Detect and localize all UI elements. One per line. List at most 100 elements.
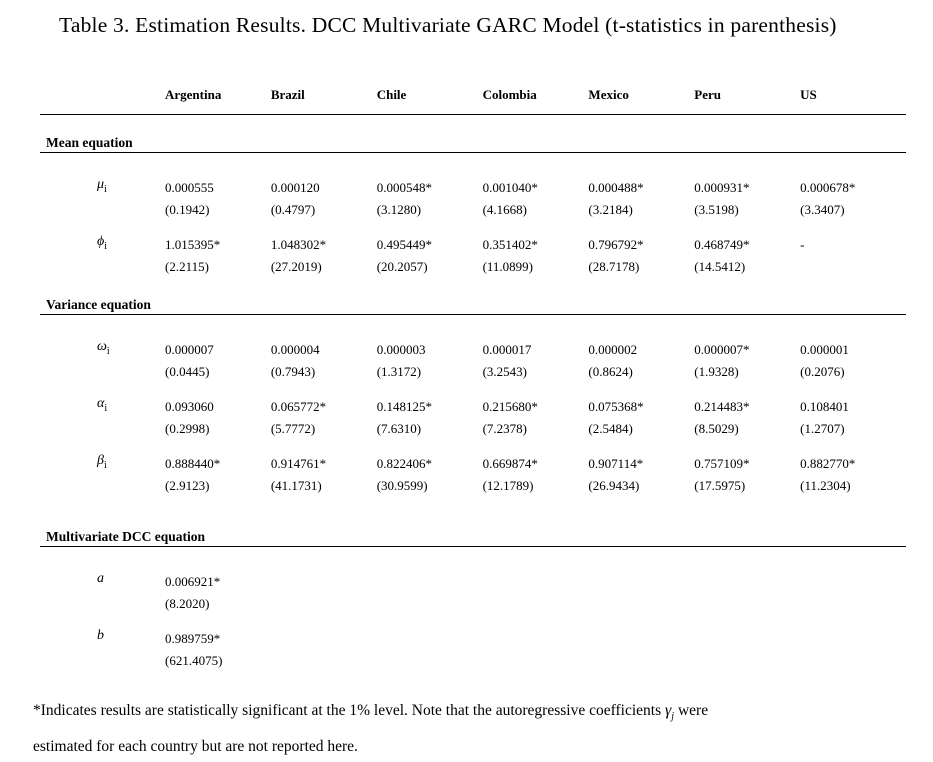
coefficient-value: 0.215680* (482, 399, 538, 414)
t-statistic (694, 593, 800, 615)
t-statistic: (20.2057) (376, 259, 428, 274)
estimate-cell: 0.215680* (7.2378) (483, 396, 589, 440)
coefficient-value: 0.065772* (270, 399, 327, 414)
estimate-cell: 0.093060 (0.2998) (165, 396, 271, 440)
t-statistic: (17.5975) (694, 478, 746, 493)
coefficient-value: 0.006921* (165, 574, 221, 589)
coefficient-value: 0.822406* (376, 456, 432, 471)
coefficient-value (377, 571, 483, 593)
coefficient-value: 0.000003 (376, 342, 426, 357)
footnote: *Indicates results are statistically sig… (33, 696, 907, 762)
coefficient-value: 0.001040* (482, 180, 538, 195)
parameter-symbol-alpha: αi (97, 396, 108, 414)
estimate-cell (377, 628, 483, 672)
coefficient-value: - (800, 237, 805, 252)
coefficient-value (694, 571, 800, 593)
estimate-cell: 0.468749* (14.5412) (694, 234, 800, 278)
t-statistic: (41.1731) (270, 478, 322, 493)
t-statistic: (2.9123) (165, 478, 210, 493)
t-statistic: (12.1789) (482, 478, 534, 493)
estimate-cell (800, 571, 906, 615)
section-multivariate-dcc-equation: Multivariate DCC equation a 0.006921* (8.20… (40, 529, 906, 672)
coefficient-value: 0.000931* (694, 180, 750, 195)
estimate-cell: 0.822406* (30.9599) (377, 453, 483, 497)
coefficient-value: 0.796792* (588, 237, 644, 252)
t-statistic: (1.9328) (694, 364, 739, 379)
estimate-cell: 0.000555 (0.1942) (165, 177, 271, 221)
t-statistic: (1.2707) (800, 421, 845, 436)
footnote-text-3: estimated for each country but are not r… (33, 738, 358, 756)
estimate-cell: 0.001040* (4.1668) (483, 177, 589, 221)
coefficient-value (588, 571, 694, 593)
estimate-cell: 0.065772* (5.7772) (271, 396, 377, 440)
column-header-brazil: Brazil (270, 87, 305, 102)
t-statistic: (0.1942) (165, 202, 210, 217)
coefficient-value (800, 571, 906, 593)
estimate-cell: 0.000120 (0.4797) (271, 177, 377, 221)
gamma-subscript: j (671, 711, 675, 723)
column-header-chile: Chile (376, 87, 407, 102)
coefficient-value (483, 628, 589, 650)
t-statistic: (0.4797) (270, 202, 316, 217)
t-statistic: (8.5029) (694, 421, 739, 436)
estimate-cell (588, 571, 694, 615)
estimate-cell: 1.015395* (2.2115) (165, 234, 271, 278)
coefficient-value: 0.000488* (588, 180, 644, 195)
footnote-text-1: *Indicates results are statistically sig… (33, 702, 665, 719)
table-body: Mean equation μi 0.000555 (0.1942) 0.000120 (… (40, 135, 906, 672)
coefficient-value: 0.075368* (588, 399, 644, 414)
estimate-cell: 0.000007* (1.9328) (694, 339, 800, 383)
estimate-cell: 0.000004 (0.7943) (271, 339, 377, 383)
coefficient-value: 1.015395* (165, 237, 221, 252)
coefficient-value: 0.495449* (376, 237, 432, 252)
t-statistic: (14.5412) (694, 259, 746, 274)
estimate-cell: 0.075368* (2.5484) (588, 396, 694, 440)
t-statistic: (3.2184) (588, 202, 633, 217)
estimate-cell: 0.495449* (20.2057) (377, 234, 483, 278)
table-row-a: a 0.006921* (8.2020) (40, 571, 906, 615)
table-row-beta: βi 0.888440* (2.9123) 0.914761* (41.1731) 0.8… (40, 453, 906, 497)
coefficient-value (483, 571, 589, 593)
estimate-cell (377, 571, 483, 615)
estimate-cell: 0.000488* (3.2184) (588, 177, 694, 221)
estimate-cell: 0.000007 (0.0445) (165, 339, 271, 383)
estimate-cell (800, 628, 906, 672)
coefficient-value: 0.000007* (694, 342, 750, 357)
estimate-cell: 0.914761* (41.1731) (271, 453, 377, 497)
t-statistic: (28.7178) (588, 259, 640, 274)
coefficient-value: 1.048302* (270, 237, 327, 252)
estimate-cell (588, 628, 694, 672)
estimate-cell (694, 571, 800, 615)
gamma-symbol: γj (665, 702, 675, 723)
t-statistic (588, 650, 694, 672)
t-statistic: (7.2378) (482, 421, 527, 436)
t-statistic: (0.0445) (165, 364, 210, 379)
coefficient-value (588, 628, 694, 650)
t-statistic: (4.1668) (482, 202, 527, 217)
parameter-symbol-a: a (97, 571, 104, 586)
coefficient-value (377, 628, 483, 650)
coefficient-value: 0.000017 (482, 342, 532, 357)
table-row-alpha: αi 0.093060 (0.2998) 0.065772* (5.7772) 0.148… (40, 396, 906, 440)
section-rows: a 0.006921* (8.2020) b 0.989759* (621.4075) (40, 571, 906, 672)
table-header-row: Argentina Brazil Chile Colombia Mexico Peru US (40, 87, 906, 115)
t-statistic: (3.3407) (800, 202, 845, 217)
coefficient-value: 0.000120 (270, 180, 320, 195)
estimate-cell: 0.000548* (3.1280) (377, 177, 483, 221)
estimate-cell: 0.351402* (11.0899) (483, 234, 589, 278)
column-header-peru: Peru (694, 87, 721, 102)
parameter-symbol-beta: βi (97, 453, 107, 471)
column-header-colombia: Colombia (482, 87, 537, 102)
footnote-text-2: were (674, 702, 709, 719)
estimate-cell: 0.989759* (621.4075) (165, 628, 271, 672)
parameter-symbol-mu: μi (97, 177, 107, 195)
t-statistic: (30.9599) (376, 478, 428, 493)
estimate-cell: 0.796792* (28.7178) (588, 234, 694, 278)
coefficient-value: 0.914761* (270, 456, 327, 471)
table-row-omega: ωi 0.000007 (0.0445) 0.000004 (0.7943) 0.0000… (40, 339, 906, 383)
coefficient-value (271, 571, 377, 593)
t-statistic (800, 593, 906, 615)
column-header-mexico: Mexico (588, 87, 629, 102)
estimate-cell: 0.214483* (8.5029) (694, 396, 800, 440)
